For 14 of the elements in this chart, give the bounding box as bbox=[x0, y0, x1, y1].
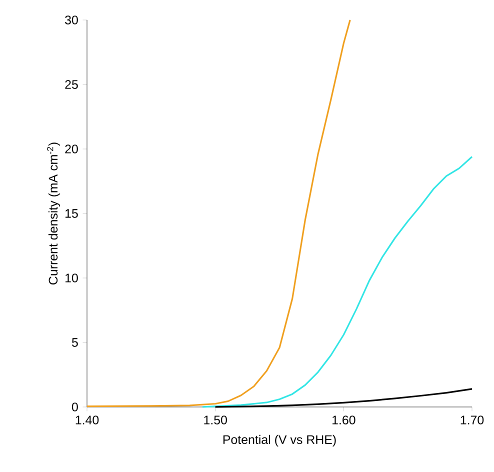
x-tick-label: 1.60 bbox=[332, 416, 356, 424]
y-tick-label: 20 bbox=[65, 144, 78, 154]
line-series bbox=[202, 156, 473, 408]
y-tick-label: 5 bbox=[72, 338, 78, 347]
x-axis-title: Potential (V vs RHE) bbox=[223, 434, 336, 447]
y-tick-label: 10 bbox=[66, 274, 78, 282]
y-tick-label: 30 bbox=[65, 16, 78, 24]
y-axis-title: Current density (mA cm$^{-2}$) bbox=[47, 142, 60, 284]
x-tick-label: 1.70 bbox=[460, 416, 484, 424]
y-tick-label: 0 bbox=[72, 402, 78, 412]
x-tick-label: 1.40 bbox=[76, 416, 99, 424]
y-tick-label: 15 bbox=[66, 209, 78, 218]
x-tick-label: 1.50 bbox=[204, 416, 227, 424]
y-tick-label: 25 bbox=[65, 80, 78, 89]
